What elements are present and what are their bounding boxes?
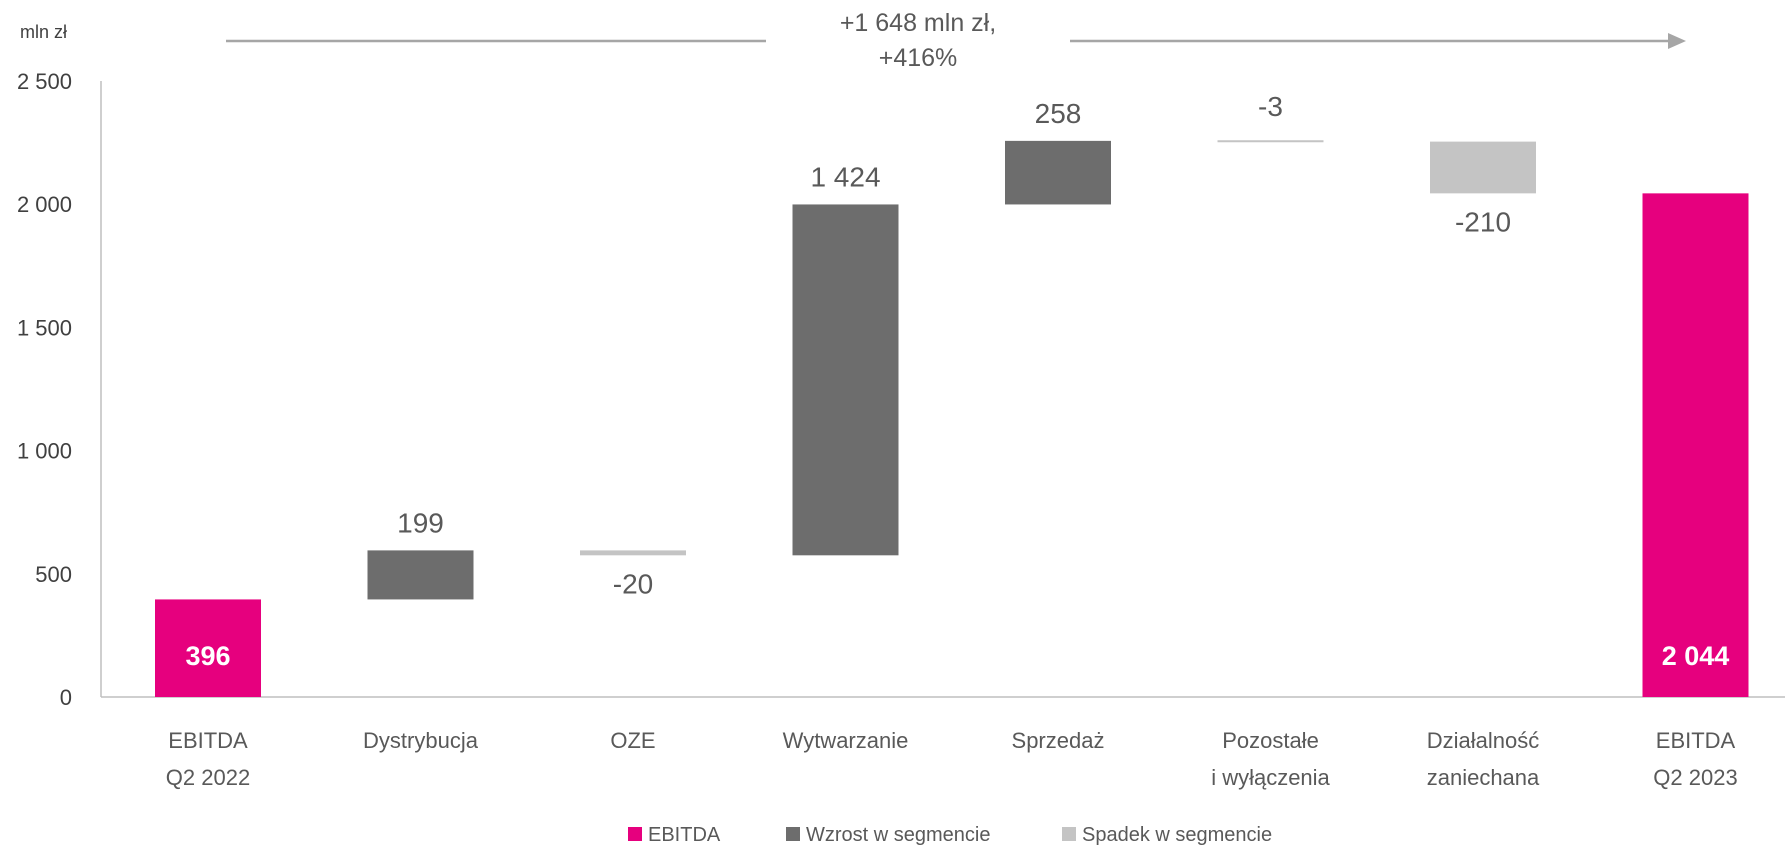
data-label: -210 [1455, 206, 1511, 237]
y-axis: 0 500 1 000 1 500 2 000 2 500 [17, 69, 1785, 710]
category-label: EBITDA [1656, 728, 1736, 753]
data-label: 2 044 [1662, 641, 1730, 671]
data-label: -20 [613, 568, 653, 599]
data-label: 199 [397, 507, 444, 538]
bar-increase [1005, 140, 1111, 205]
y-tick-label: 0 [60, 685, 72, 710]
legend: EBITDA Wzrost w segmencie Spadek w segmenc… [628, 824, 1272, 846]
category-label: Q2 2022 [166, 765, 250, 790]
bar-increase [367, 550, 474, 600]
bar-decrease [1217, 140, 1324, 143]
category-label: Pozostałe [1222, 728, 1319, 753]
category-label: Dystrybucja [363, 728, 479, 753]
category-label: Działalność [1427, 728, 1540, 753]
category-label: zaniechana [1427, 765, 1540, 790]
unit-label: mln zł [20, 22, 67, 42]
bar-total [155, 599, 261, 697]
bar-decrease [580, 550, 686, 556]
y-tick-label: 500 [35, 562, 72, 587]
legend-label: Wzrost w segmencie [806, 824, 991, 846]
category-labels: EBITDA Q2 2022 Dystrybucja OZE Wytwarzanie Sp… [166, 728, 1738, 790]
category-label: EBITDA [168, 728, 248, 753]
bars [155, 140, 1749, 697]
data-label: 258 [1035, 98, 1082, 129]
category-label: Sprzedaż [1012, 728, 1105, 753]
data-label: 396 [185, 641, 230, 671]
y-tick-label: 2 000 [17, 192, 72, 217]
annotation-text: +1 648 mln zł, [840, 9, 996, 37]
legend-swatch-total [628, 827, 642, 841]
annotation-text: +416% [879, 44, 958, 72]
category-label: i wyłączenia [1211, 765, 1330, 790]
bar-total [1642, 193, 1749, 697]
bar-increase [792, 204, 899, 556]
y-tick-label: 2 500 [17, 69, 72, 94]
y-tick-label: 1 500 [17, 315, 72, 340]
data-label: -3 [1258, 91, 1283, 122]
legend-swatch-decrease [1062, 827, 1076, 841]
data-label: 1 424 [810, 161, 880, 192]
y-tick-label: 1 000 [17, 439, 72, 464]
legend-label: Spadek w segmencie [1082, 824, 1272, 846]
category-label: Q2 2023 [1653, 765, 1737, 790]
bar-decrease [1430, 141, 1536, 194]
legend-label: EBITDA [648, 824, 721, 846]
legend-swatch-increase [786, 827, 800, 841]
data-labels: 396 199 -20 1 424 258 -3 -210 2 044 [185, 91, 1729, 671]
change-annotation: +1 648 mln zł, +416% [226, 9, 1686, 72]
arrow-head-icon [1668, 33, 1686, 49]
category-label: Wytwarzanie [783, 728, 909, 753]
category-label: OZE [610, 728, 655, 753]
